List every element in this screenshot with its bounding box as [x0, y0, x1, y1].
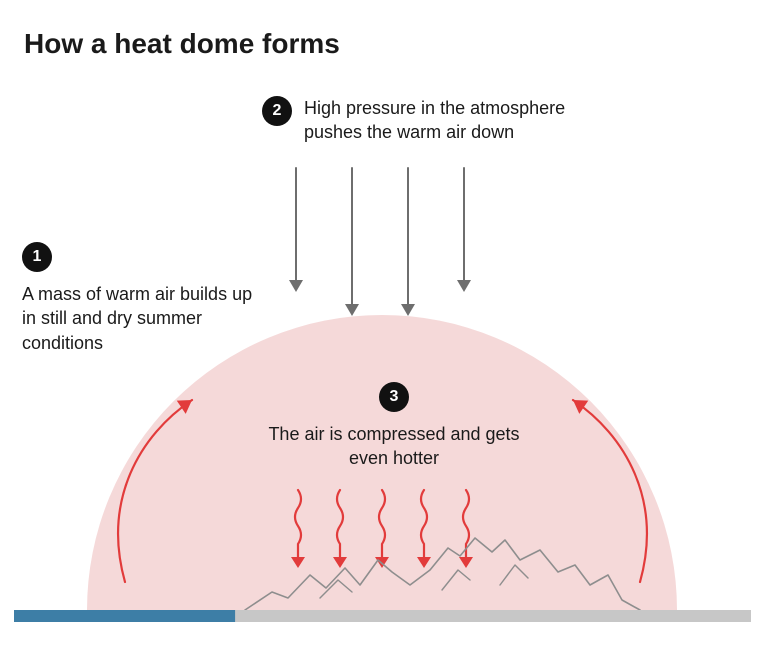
callout-text-1: A mass of warm air builds up in still an… — [22, 282, 257, 355]
callout-3: 3 The air is compressed and gets even ho… — [264, 382, 524, 471]
heat-dome-shape — [87, 315, 677, 655]
callout-text-2: High pressure in the atmosphere pushes t… — [304, 96, 592, 145]
ground-water — [14, 610, 235, 622]
callout-1: 1 A mass of warm air builds up in still … — [22, 242, 257, 355]
step-badge-3: 3 — [379, 382, 409, 412]
callout-text-3: The air is compressed and gets even hott… — [264, 422, 524, 471]
callout-2: 2 High pressure in the atmosphere pushes… — [262, 96, 592, 145]
step-badge-2: 2 — [262, 96, 292, 126]
step-badge-1: 1 — [22, 242, 52, 272]
